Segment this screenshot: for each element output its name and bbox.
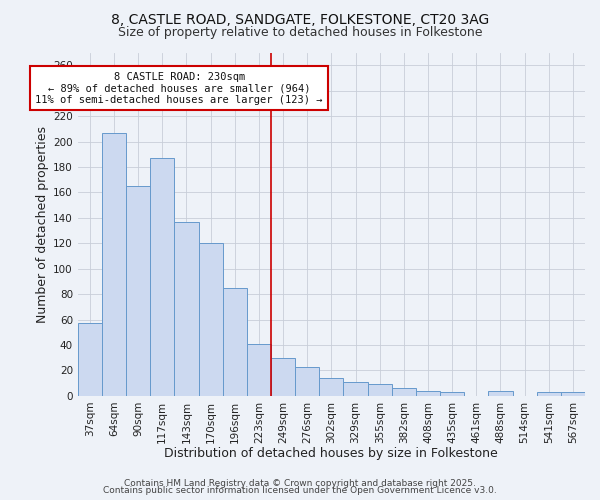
- Bar: [488, 391, 512, 396]
- Text: Contains HM Land Registry data © Crown copyright and database right 2025.: Contains HM Land Registry data © Crown c…: [124, 478, 476, 488]
- Bar: [223, 288, 247, 396]
- Text: 8 CASTLE ROAD: 230sqm
← 89% of detached houses are smaller (964)
11% of semi-det: 8 CASTLE ROAD: 230sqm ← 89% of detached …: [35, 72, 323, 105]
- Bar: [295, 366, 319, 396]
- Bar: [392, 388, 416, 396]
- Bar: [199, 243, 223, 396]
- Bar: [126, 186, 150, 396]
- Bar: [102, 132, 126, 396]
- Text: Size of property relative to detached houses in Folkestone: Size of property relative to detached ho…: [118, 26, 482, 39]
- X-axis label: Distribution of detached houses by size in Folkestone: Distribution of detached houses by size …: [164, 447, 498, 460]
- Bar: [416, 391, 440, 396]
- Bar: [271, 358, 295, 396]
- Text: Contains public sector information licensed under the Open Government Licence v3: Contains public sector information licen…: [103, 486, 497, 495]
- Bar: [368, 384, 392, 396]
- Y-axis label: Number of detached properties: Number of detached properties: [36, 126, 49, 322]
- Bar: [247, 344, 271, 396]
- Bar: [319, 378, 343, 396]
- Text: 8, CASTLE ROAD, SANDGATE, FOLKESTONE, CT20 3AG: 8, CASTLE ROAD, SANDGATE, FOLKESTONE, CT…: [111, 12, 489, 26]
- Bar: [150, 158, 175, 396]
- Bar: [175, 222, 199, 396]
- Bar: [343, 382, 368, 396]
- Bar: [78, 324, 102, 396]
- Bar: [561, 392, 585, 396]
- Bar: [440, 392, 464, 396]
- Bar: [536, 392, 561, 396]
